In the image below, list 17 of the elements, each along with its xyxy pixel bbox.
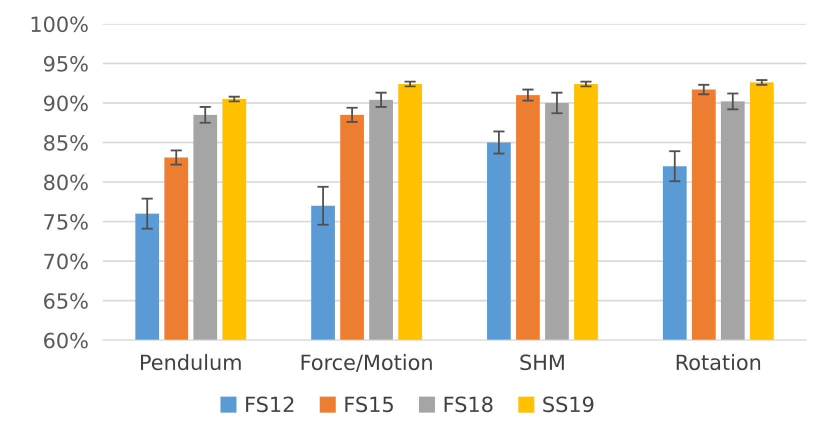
x-tick-label: Pendulum xyxy=(141,354,241,370)
y-tick-label: 90% xyxy=(44,95,88,112)
x-tick-label: SHM xyxy=(520,354,564,370)
legend-label: FS15 xyxy=(345,396,393,412)
legend-label: FS18 xyxy=(444,396,493,412)
y-tick-label: 85% xyxy=(44,134,88,151)
y-tick-label: 95% xyxy=(44,56,88,72)
y-tick-label: 75% xyxy=(44,214,88,230)
y-tick-label: 100% xyxy=(32,16,88,32)
y-tick-label: 70% xyxy=(44,254,88,270)
legend-label: SS19 xyxy=(543,396,594,412)
x-tick-label: Force/Motion xyxy=(302,354,432,372)
x-tick-label: Rotation xyxy=(676,354,760,370)
y-tick-label: 65% xyxy=(44,293,88,309)
y-tick-label: 80% xyxy=(44,174,88,190)
legend-label: FS12 xyxy=(246,396,294,412)
y-tick-label: 60% xyxy=(44,332,88,348)
